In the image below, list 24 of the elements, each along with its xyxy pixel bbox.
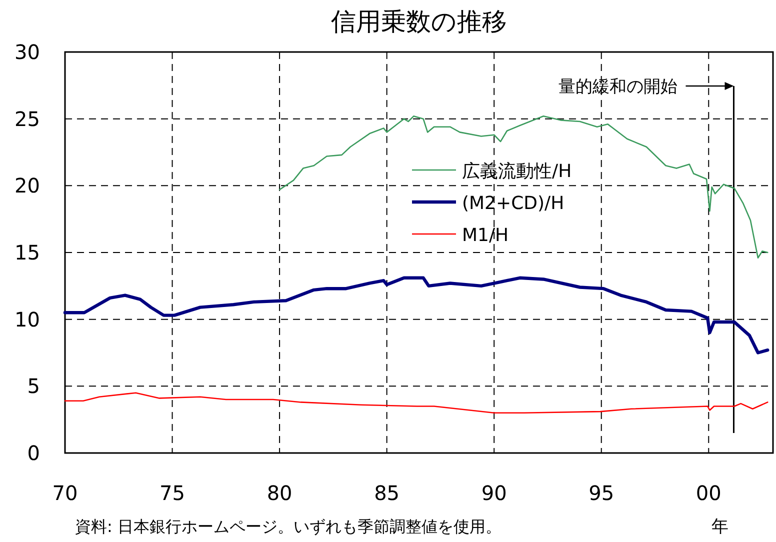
- line-series: [64, 392, 768, 414]
- x-tick-label: 75: [160, 481, 185, 505]
- x-tick-label: 00: [696, 481, 722, 505]
- x-tick-label: 95: [588, 481, 614, 505]
- y-tick-label: 30: [14, 40, 40, 64]
- y-tick-label: 25: [14, 106, 40, 131]
- text: 資料: 日本銀行ホームページ。いずれも季節調整値を使用。: [75, 517, 502, 536]
- y-tick-label: 5: [27, 374, 40, 398]
- y-tick-label: 20: [14, 174, 40, 198]
- y-tick-label: 15: [14, 240, 40, 264]
- y-tick-label: 10: [14, 307, 40, 332]
- x-tick-label: 85: [374, 481, 400, 505]
- line-series: [278, 116, 768, 258]
- ref-line-label: 量的緩和の開始: [558, 77, 678, 97]
- x-tick-label: 70: [52, 481, 78, 505]
- x-axis-title: 年: [712, 517, 728, 537]
- y-tick-label: 0: [27, 441, 40, 465]
- line-series: [63, 276, 770, 354]
- legend-label: (M2+CD)/H: [462, 193, 564, 214]
- legend-label: M1/H: [462, 225, 509, 246]
- chart-title: 信用乗数の推移: [331, 7, 507, 36]
- legend-label: 広義流動性/H: [462, 161, 572, 182]
- x-tick-label: 90: [481, 481, 507, 505]
- x-tick-label: 80: [266, 481, 292, 505]
